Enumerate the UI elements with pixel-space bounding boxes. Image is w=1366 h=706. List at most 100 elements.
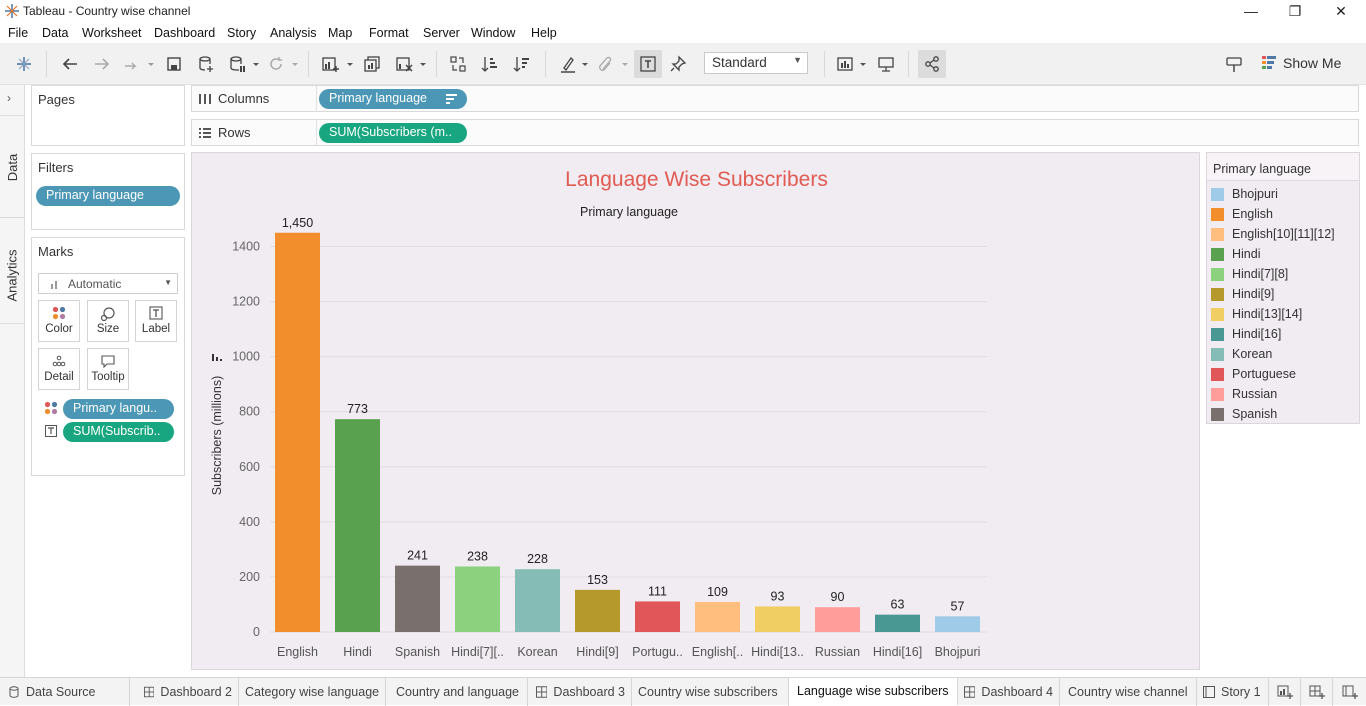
worksheet-view[interactable]: Language Wise Subscribers Primary langua… [191, 152, 1200, 670]
rows-shelf[interactable]: Rows SUM(Subscribers (m.. [191, 119, 1359, 146]
menu-analysis[interactable]: Analysis [270, 26, 317, 40]
chevron-down-icon[interactable] [858, 52, 868, 76]
new-story-tab-button[interactable] [1333, 678, 1366, 706]
tab-country-wise-channel[interactable]: Country wise channel [1060, 678, 1197, 706]
bar[interactable] [335, 419, 380, 632]
color-legend[interactable]: Primary language Bhojpuri English English[… [1206, 152, 1360, 424]
bar[interactable] [455, 566, 500, 632]
tab-country-and-language[interactable]: Country and language [386, 678, 528, 706]
restore-button[interactable]: ❐ [1288, 3, 1302, 19]
share-icon[interactable] [918, 50, 946, 78]
legend-item[interactable]: Russian [1211, 386, 1277, 402]
chevron-down-icon[interactable] [345, 52, 355, 76]
tooltip-button[interactable]: Tooltip [87, 348, 129, 390]
color-button[interactable]: Color [38, 300, 80, 342]
sort-descending-icon[interactable] [510, 52, 534, 76]
legend-item[interactable]: English [1211, 206, 1273, 222]
minimize-button[interactable]: — [1244, 3, 1258, 19]
tab-data[interactable]: Data [5, 153, 20, 181]
menu-format[interactable]: Format [369, 26, 409, 40]
chevron-down-icon[interactable] [418, 52, 428, 76]
swap-rows-columns-icon[interactable] [446, 52, 470, 76]
show-cards-icon[interactable] [834, 52, 858, 76]
marks-pill-primary-language[interactable]: Primary langu.. [63, 399, 174, 419]
menu-data[interactable]: Data [42, 26, 69, 40]
save-icon[interactable] [162, 52, 186, 76]
menu-dashboard[interactable]: Dashboard [154, 26, 216, 40]
legend-item[interactable]: Korean [1211, 346, 1272, 362]
bar[interactable] [275, 232, 320, 632]
menu-file[interactable]: File [8, 26, 29, 40]
bar[interactable] [395, 565, 440, 632]
legend-item[interactable]: Portuguese [1211, 366, 1296, 382]
pin-icon[interactable] [666, 52, 690, 76]
mark-type-select[interactable]: Automatic ▼ [38, 273, 178, 294]
new-worksheet-tab-button[interactable] [1269, 678, 1301, 706]
redo-icon[interactable] [90, 52, 114, 76]
bar[interactable] [575, 589, 620, 632]
fit-select[interactable]: Standard ▼ [704, 52, 808, 74]
presentation-mode-icon[interactable] [874, 52, 898, 76]
clear-sheet-icon[interactable] [392, 52, 416, 76]
show-mark-labels-icon[interactable] [634, 50, 662, 78]
filters-card[interactable]: Filters Primary language [31, 153, 185, 230]
tab-category-wise-language[interactable]: Category wise language [239, 678, 386, 706]
bar[interactable] [875, 614, 920, 632]
menu-help[interactable]: Help [531, 26, 557, 40]
detail-button[interactable]: Detail [38, 348, 80, 390]
close-button[interactable]: ✕ [1335, 3, 1347, 19]
bar[interactable] [935, 616, 980, 632]
legend-item[interactable]: Hindi[9] [1211, 286, 1274, 302]
chevron-down-icon[interactable] [251, 52, 261, 76]
bar[interactable] [815, 607, 860, 632]
legend-item[interactable]: Hindi[13][14] [1211, 306, 1302, 322]
menu-window[interactable]: Window [471, 26, 516, 40]
menu-map[interactable]: Map [328, 26, 353, 40]
new-dashboard-tab-button[interactable] [1301, 678, 1333, 706]
size-button[interactable]: Size [87, 300, 129, 342]
tab-story-1[interactable]: Story 1 [1197, 678, 1269, 706]
legend-item[interactable]: Spanish [1211, 406, 1277, 422]
filter-pill-primary-language[interactable]: Primary language [36, 186, 180, 206]
chevron-down-icon[interactable] [620, 52, 630, 76]
undo-icon[interactable] [58, 52, 82, 76]
new-worksheet-icon[interactable] [318, 52, 342, 76]
tab-analytics[interactable]: Analytics [5, 248, 20, 302]
duplicate-sheet-icon[interactable] [360, 52, 384, 76]
sort-ascending-icon[interactable] [478, 52, 502, 76]
menu-story[interactable]: Story [227, 26, 257, 40]
legend-item[interactable]: Hindi[16] [1211, 326, 1281, 342]
bar[interactable] [515, 569, 560, 632]
chevron-down-icon[interactable] [146, 52, 156, 76]
tooltip-icon[interactable] [1222, 52, 1246, 76]
legend-item[interactable]: Bhojpuri [1211, 186, 1278, 202]
columns-pill-primary-language[interactable]: Primary language [319, 89, 467, 109]
tab-dashboard-2[interactable]: Dashboard 2 [138, 678, 239, 706]
bar-chart[interactable]: 0 200 400 600 800 1000 1200 1400 Subscribers (mi… [192, 153, 1199, 669]
columns-shelf[interactable]: Columns Primary language [191, 85, 1359, 112]
label-button[interactable]: Label [135, 300, 177, 342]
bar[interactable] [635, 601, 680, 632]
tab-dashboard-3[interactable]: Dashboard 3 [528, 678, 632, 706]
tab-dashboard-4[interactable]: Dashboard 4 [958, 678, 1060, 706]
legend-item[interactable]: Hindi[7][8] [1211, 266, 1288, 282]
bar[interactable] [755, 606, 800, 632]
tab-data-source[interactable]: Data Source [0, 678, 130, 706]
refresh-icon[interactable] [264, 52, 288, 76]
new-datasource-icon[interactable] [194, 52, 218, 76]
chevron-down-icon[interactable] [580, 52, 590, 76]
legend-item[interactable]: Hindi [1211, 246, 1261, 262]
rows-pill-sum-subscribers[interactable]: SUM(Subscribers (m.. [319, 123, 467, 143]
highlight-icon[interactable] [556, 52, 580, 76]
tableau-home-icon[interactable] [12, 52, 36, 76]
menu-server[interactable]: Server [423, 26, 460, 40]
chevron-right-icon[interactable]: › [7, 91, 11, 105]
menu-worksheet[interactable]: Worksheet [82, 26, 142, 40]
tab-country-wise-subscribers[interactable]: Country wise subscribers [632, 678, 789, 706]
marks-pill-sum-subscribers[interactable]: SUM(Subscrib.. [63, 422, 174, 442]
group-members-icon[interactable] [594, 52, 618, 76]
show-me-button[interactable]: Show Me [1283, 55, 1342, 71]
bar[interactable] [695, 601, 740, 632]
pause-updates-icon[interactable] [225, 52, 249, 76]
replay-icon[interactable] [120, 52, 144, 76]
